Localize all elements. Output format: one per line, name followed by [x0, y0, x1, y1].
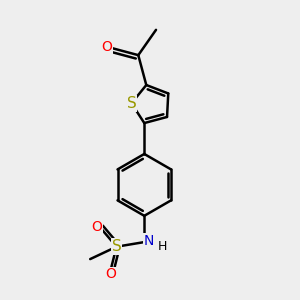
Text: N: N: [143, 234, 154, 248]
Text: O: O: [105, 267, 116, 281]
Text: H: H: [158, 240, 167, 253]
Text: O: O: [91, 220, 102, 234]
Text: S: S: [112, 239, 121, 254]
Text: S: S: [127, 96, 136, 111]
Text: O: O: [101, 40, 112, 54]
